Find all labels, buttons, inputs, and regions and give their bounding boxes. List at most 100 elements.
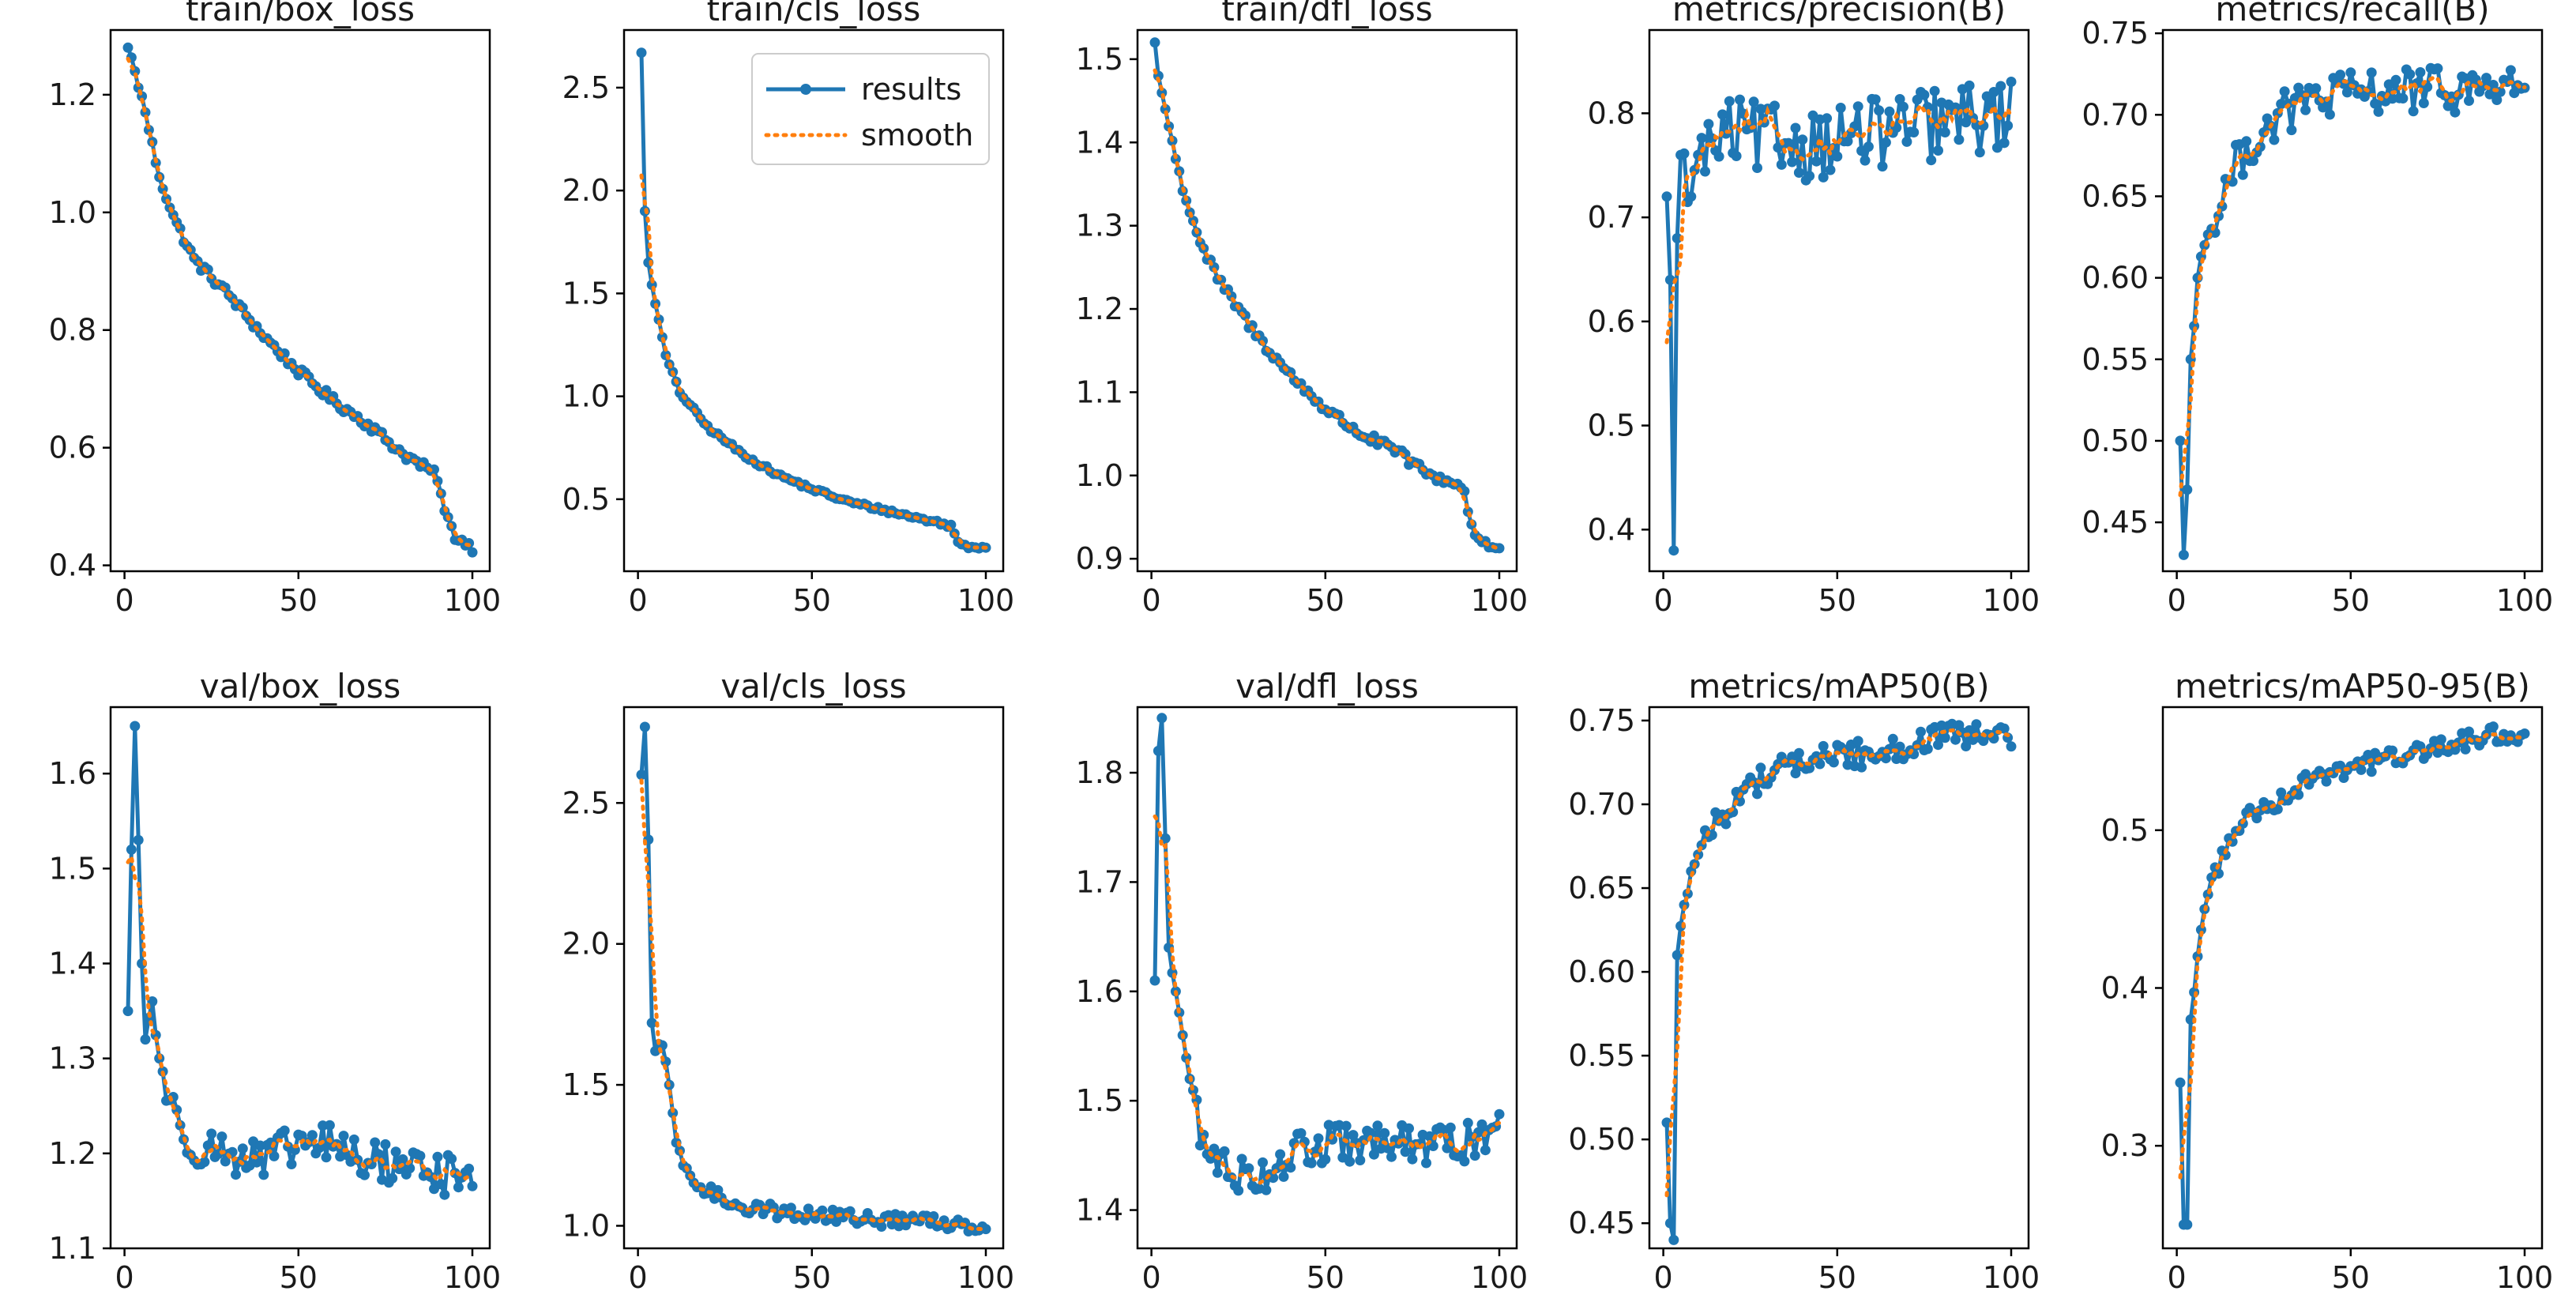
y-tick-label: 2.5 (562, 70, 610, 105)
results-line (2178, 66, 2525, 557)
axes-frame (109, 706, 491, 1250)
results-point (1769, 100, 1780, 111)
results-point (286, 1159, 297, 1169)
results-point (2300, 104, 2311, 115)
results-point (397, 1154, 408, 1165)
results-point (2464, 96, 2474, 106)
y-tick-label: 1.5 (562, 1067, 610, 1102)
results-point (1825, 164, 1836, 175)
results-point (1368, 1149, 1379, 1160)
smooth-line (639, 173, 988, 550)
y-tick-label: 0.6 (1588, 304, 1635, 339)
results-point (1939, 732, 1950, 743)
results-point (1703, 119, 1714, 130)
legend-results-label: results (861, 72, 961, 107)
results-point (314, 1142, 325, 1154)
results-point (1922, 743, 1933, 755)
results-point (1679, 148, 1690, 159)
y-tick-label: 0.75 (2081, 16, 2149, 51)
results-point (140, 1034, 151, 1045)
y-tick-label: 1.4 (1076, 125, 1123, 160)
results-point (2450, 107, 2461, 118)
results-point (1811, 751, 1822, 762)
results-point (1313, 1133, 1324, 1144)
results-point (387, 1172, 398, 1184)
x-tick-label: 50 (1818, 583, 1856, 618)
results-point (2003, 120, 2014, 131)
results-point (1194, 1140, 1205, 1151)
results-point (1814, 758, 1826, 770)
legend: results smooth (751, 53, 990, 165)
results-point (130, 721, 141, 732)
y-tick-label: 0.4 (1588, 512, 1635, 547)
results-point (1170, 153, 1181, 164)
results-point (2251, 813, 2262, 824)
axes-frame (1648, 28, 2030, 573)
chart-title: val/dfl_loss (1235, 667, 1419, 706)
results-point (1348, 1130, 1359, 1141)
results-point (1258, 1157, 1268, 1168)
results-point (359, 1169, 370, 1180)
x-tick-label: 50 (2332, 1260, 2370, 1291)
y-tick-label: 0.50 (1568, 1122, 1635, 1157)
results-point (380, 1139, 391, 1150)
results-point (980, 1224, 991, 1235)
y-tick-label: 0.70 (1568, 787, 1635, 822)
y-tick-label: 1.2 (49, 77, 96, 112)
y-tick-label: 0.60 (2081, 261, 2149, 295)
results-point (785, 1203, 796, 1214)
results-point (122, 1006, 134, 1017)
smooth-line (2178, 74, 2527, 498)
results-point (1877, 161, 1888, 172)
results-point (1724, 96, 1735, 107)
chart-panel-10: metrics/mAP50-95(B) 0 50 100 0.3 0.4 0.5 (2101, 667, 2554, 1291)
results-point (1961, 741, 1972, 751)
results-point (1748, 96, 1759, 107)
results-point (231, 1169, 241, 1180)
results-point (1445, 1122, 1456, 1133)
results-point (2182, 484, 2193, 495)
results-point (1954, 134, 1965, 145)
chart-panel-3: train/dfl_loss 0 50 100 0.9 1.0 1.1 1.2 1.3 1.4 1.… (1076, 0, 1529, 618)
results-point (1149, 975, 1160, 986)
chart-title: train/dfl_loss (1221, 0, 1432, 28)
x-tick-label: 100 (444, 1260, 502, 1291)
results-point (1790, 768, 1801, 779)
x-tick-label: 50 (793, 583, 831, 618)
results-point (2435, 734, 2446, 745)
results-point (1793, 747, 1804, 758)
results-point (1731, 151, 1742, 161)
results-point (1933, 740, 1943, 751)
results-point (1275, 1149, 1286, 1160)
results-point (2182, 1219, 2193, 1230)
y-tick-label: 1.4 (1076, 1193, 1123, 1228)
results-point (646, 1018, 657, 1029)
results-point (2488, 80, 2499, 90)
results-point (1713, 151, 1724, 162)
x-tick-label: 50 (1818, 1260, 1856, 1291)
results-line (2178, 725, 2526, 1227)
y-tick-label: 1.1 (49, 1231, 96, 1266)
results-point (1219, 1146, 1230, 1157)
results-point (1404, 1123, 1414, 1134)
results-point (1880, 753, 1891, 764)
y-tick-label: 1.3 (1076, 209, 1123, 243)
results-point (464, 1163, 475, 1174)
chart-title: train/cls_loss (707, 0, 921, 28)
x-tick-label: 50 (793, 1260, 831, 1291)
y-tick-label: 0.4 (2101, 970, 2149, 1005)
results-line (1153, 716, 1502, 1193)
y-tick-label: 0.5 (1588, 408, 1635, 443)
results-point (1852, 736, 1863, 747)
results-point (1898, 101, 1908, 112)
results-point (1661, 191, 1672, 202)
x-tick-label: 50 (280, 1260, 318, 1291)
legend-smooth-label: smooth (861, 118, 973, 152)
results-point (390, 1146, 401, 1157)
results-point (133, 834, 144, 845)
results-point (2442, 100, 2454, 111)
y-tick-label: 0.50 (2081, 423, 2149, 458)
results-point (435, 1179, 446, 1190)
x-tick-label: 0 (629, 1260, 648, 1291)
axes-frame (622, 28, 1005, 573)
